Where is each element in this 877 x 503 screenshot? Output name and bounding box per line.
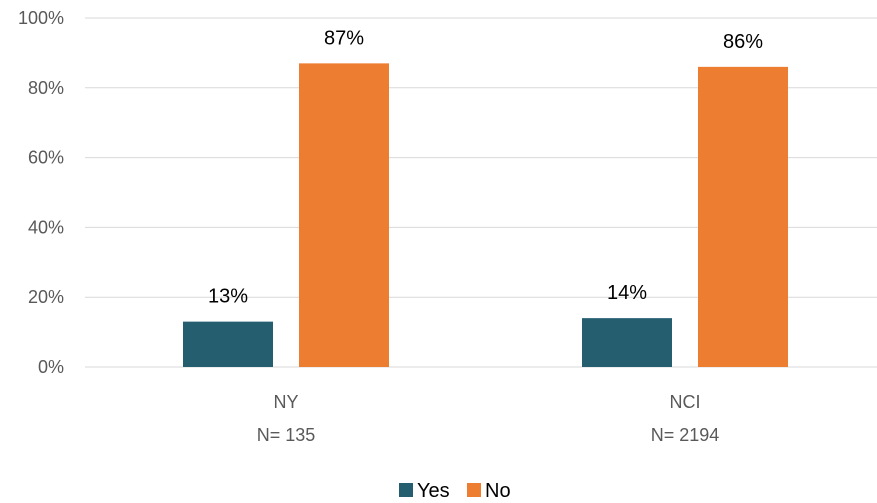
y-axis-tick-labels: 0% 20% 40% 60% 80% 100% xyxy=(18,8,64,377)
legend-label-yes: Yes xyxy=(417,480,450,502)
data-label-yes-ny: 13% xyxy=(208,286,248,308)
y-tick-label: 60% xyxy=(28,148,64,168)
y-tick-label: 0% xyxy=(38,357,64,377)
category-label: NY xyxy=(273,392,298,412)
bar-yes-nci xyxy=(582,318,672,367)
category-sublabel: N= 2194 xyxy=(651,425,720,445)
y-tick-label: 100% xyxy=(18,8,64,28)
category-sublabel: N= 135 xyxy=(257,425,316,445)
bar-no-nci xyxy=(698,66,788,368)
data-labels: 13% 87% 14% 86% xyxy=(208,27,763,307)
data-label-no-ny: 87% xyxy=(324,27,364,49)
x-axis-category-labels: NY N= 135 NCI N= 2194 xyxy=(257,392,720,445)
legend-swatch-yes xyxy=(399,483,413,497)
legend-label-no: No xyxy=(485,480,511,502)
data-label-no-nci: 86% xyxy=(723,31,763,53)
data-label-yes-nci: 14% xyxy=(607,282,647,304)
y-tick-label: 20% xyxy=(28,287,64,307)
bars xyxy=(183,63,788,368)
legend-swatch-no xyxy=(467,483,481,497)
legend: Yes No xyxy=(399,480,511,502)
bar-no-ny xyxy=(299,63,389,368)
y-tick-label: 80% xyxy=(28,78,64,98)
category-label: NCI xyxy=(670,392,701,412)
bar-yes-ny xyxy=(183,321,273,367)
y-tick-label: 40% xyxy=(28,217,64,237)
